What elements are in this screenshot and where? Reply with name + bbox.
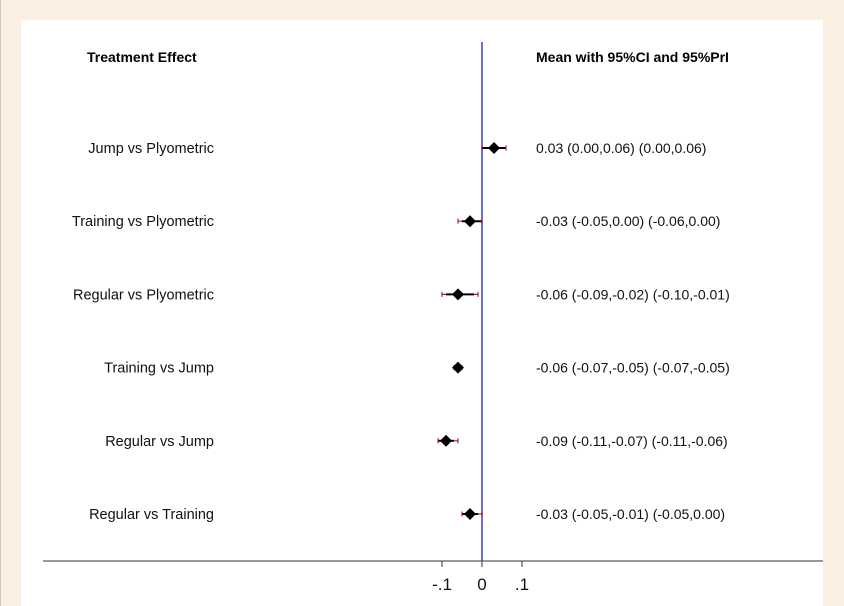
row-estimate-text: 0.03 (0.00,0.06) (0.00,0.06) (536, 140, 706, 156)
forest-row: Regular vs Training -0.03 (-0.05,-0.01) (… (89, 506, 725, 523)
mean-marker (488, 142, 500, 154)
row-estimate-text: -0.06 (-0.07,-0.05) (-0.07,-0.05) (536, 360, 730, 376)
mean-marker (440, 434, 452, 447)
mean-marker (452, 361, 464, 374)
x-tick-label: 0 (477, 575, 486, 594)
x-tick-label: .1 (515, 575, 529, 594)
row-estimate-text: -0.03 (-0.05,-0.01) (-0.05,0.00) (536, 506, 725, 522)
x-tick-label: -.1 (432, 575, 452, 594)
forest-row: Regular vs Plyometric -0.06 (-0.09,-0.02)… (73, 286, 730, 303)
forest-row: Jump vs Plyometric 0.03 (0.00,0.06) (0.00… (88, 140, 706, 157)
row-estimate-text: -0.03 (-0.05,0.00) (-0.06,0.00) (536, 213, 720, 229)
mean-marker (464, 215, 476, 228)
forest-row: Training vs Plyometric -0.03 (-0.05,0.00)… (72, 213, 721, 230)
row-estimate-text: -0.09 (-0.11,-0.07) (-0.11,-0.06) (536, 433, 728, 449)
row-label: Jump vs Plyometric (88, 141, 214, 157)
mean-marker (464, 508, 476, 520)
row-label: Regular vs Plyometric (73, 287, 214, 303)
row-estimate-text: -0.06 (-0.09,-0.02) (-0.10,-0.01) (536, 286, 730, 302)
forest-row: Training vs Jump -0.06 (-0.07,-0.05) (-0.… (104, 360, 730, 377)
right-header: Mean with 95%CI and 95%PrI (536, 49, 729, 65)
plot-area (21, 20, 823, 606)
mean-marker (452, 288, 464, 301)
row-label: Training vs Jump (104, 361, 214, 377)
forest-row: Regular vs Jump -0.09 (-0.11,-0.07) (-0.1… (105, 433, 727, 450)
left-header: Treatment Effect (87, 49, 197, 65)
row-label: Regular vs Training (89, 507, 214, 523)
row-label: Training vs Plyometric (72, 214, 214, 230)
row-label: Regular vs Jump (105, 434, 214, 450)
